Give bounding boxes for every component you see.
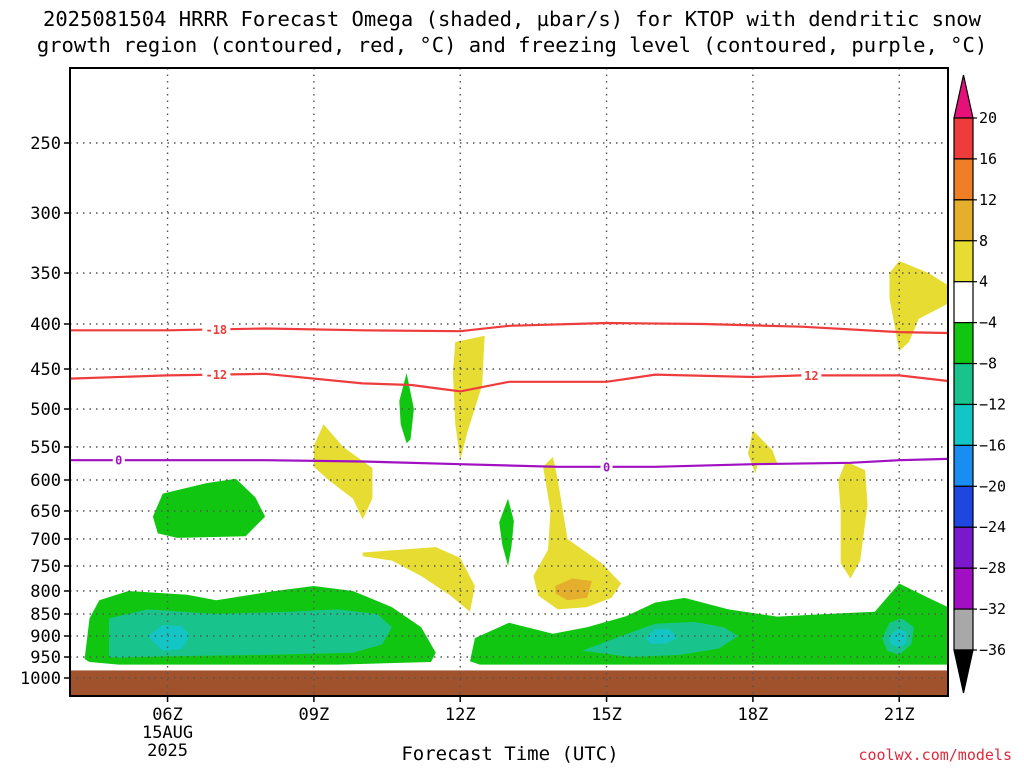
colorbar-swatch bbox=[953, 526, 974, 569]
y-tick-label: 850 bbox=[30, 605, 61, 625]
y-tick-label: 600 bbox=[30, 471, 61, 491]
contour-label: 0 bbox=[115, 454, 122, 468]
omega-cyan-region bbox=[889, 629, 907, 648]
colorbar-label: −4 bbox=[979, 314, 997, 332]
colorbar-label: −16 bbox=[979, 436, 1006, 454]
contour-line bbox=[70, 321, 949, 335]
colorbar-label: 16 bbox=[979, 150, 997, 168]
contour-line bbox=[70, 457, 949, 468]
colorbar-label: −24 bbox=[979, 518, 1006, 536]
contour-label-bg bbox=[600, 459, 613, 474]
omega-yellow-region bbox=[889, 261, 948, 351]
omega-cyan-region bbox=[645, 629, 678, 644]
colorbar-label: −8 bbox=[979, 355, 997, 373]
contour-label: -12 bbox=[205, 368, 227, 382]
y-tick-label: 300 bbox=[30, 204, 61, 224]
x-tick-label: 09Z bbox=[299, 705, 330, 725]
y-tick-label: 800 bbox=[30, 582, 61, 602]
colorbar-bottom-arrow bbox=[953, 649, 974, 694]
contour-label-bg bbox=[202, 367, 231, 382]
colorbar-swatch bbox=[953, 403, 974, 446]
colorbar-swatch bbox=[953, 281, 974, 324]
contour-label: 0 bbox=[603, 460, 610, 474]
omega-yellow-region bbox=[748, 430, 778, 474]
grid-lines bbox=[70, 68, 948, 696]
y-tick-label: 550 bbox=[30, 438, 61, 458]
colorbar-label: 4 bbox=[979, 273, 988, 291]
x-tick-label: 21Z bbox=[884, 705, 915, 725]
y-tick-label: 900 bbox=[30, 627, 61, 647]
colorbar-swatch bbox=[953, 485, 974, 528]
colorbar-label: 8 bbox=[979, 232, 988, 250]
x-tick-label: 06Z bbox=[152, 705, 183, 725]
colorbar-swatch bbox=[953, 444, 974, 487]
omega-green-region bbox=[152, 478, 266, 538]
ground-surface bbox=[70, 670, 948, 696]
contour-label-bg bbox=[801, 368, 822, 383]
omega-yellow-region bbox=[838, 461, 868, 579]
y-tick-label: 700 bbox=[30, 530, 61, 550]
colorbar-swatch bbox=[953, 362, 974, 406]
contour-lines: -18 -12 12 0 0 bbox=[69, 321, 949, 474]
y-tick-label: 650 bbox=[30, 502, 61, 522]
colorbar-label: −36 bbox=[979, 641, 1006, 659]
x-tick-label: 15Z bbox=[591, 705, 622, 725]
plot-frame bbox=[69, 67, 949, 697]
x-date-label: 2025 bbox=[147, 741, 188, 761]
y-tick-label: 350 bbox=[30, 264, 61, 284]
title-line-2: growth region (contoured, red, °C) and f… bbox=[36, 33, 988, 57]
y-tick-label: 250 bbox=[30, 134, 61, 154]
x-axis-label: Forecast Time (UTC) bbox=[401, 743, 619, 765]
colorbar-swatch bbox=[953, 567, 974, 610]
omega-green-region bbox=[470, 583, 948, 665]
chart-title: 2025081504 HRRR Forecast Omega (shaded, … bbox=[0, 6, 1024, 58]
omega-yellow-region bbox=[362, 547, 475, 612]
colorbar-label: −12 bbox=[979, 395, 1006, 413]
omega-green-region bbox=[399, 373, 414, 444]
colorbar-swatch bbox=[953, 158, 974, 201]
colorbar-label: −20 bbox=[979, 477, 1006, 495]
colorbar-label: 20 bbox=[979, 109, 997, 127]
source-credit: coolwx.com/models bbox=[858, 746, 1012, 764]
y-axis: 2503003504004505005506006507007508008509… bbox=[20, 134, 70, 689]
y-tick-label: 750 bbox=[30, 557, 61, 577]
y-tick-label: 950 bbox=[30, 648, 61, 668]
colorbar-swatch bbox=[953, 322, 974, 365]
colorbar-label: −28 bbox=[979, 559, 1006, 577]
y-tick-label: 400 bbox=[30, 315, 61, 335]
omega-yellow-region bbox=[313, 424, 373, 520]
contour-label: -18 bbox=[205, 323, 227, 337]
title-line-1: 2025081504 HRRR Forecast Omega (shaded, … bbox=[43, 7, 981, 31]
y-tick-label: 500 bbox=[30, 400, 61, 420]
omega-cyan-region bbox=[148, 625, 190, 651]
colorbar-label: −32 bbox=[979, 600, 1006, 618]
omega-green-region bbox=[499, 498, 514, 566]
colorbar-top-arrow bbox=[953, 74, 974, 119]
colorbar-swatch bbox=[953, 240, 974, 283]
colorbar-swatch bbox=[953, 117, 974, 160]
colorbar: 20 16 12 8 4 −4 −8 −12 −16 −20 −24 −28 −32 −36 bbox=[953, 74, 1006, 694]
colorbar-swatch bbox=[953, 199, 974, 242]
x-tick-label: 12Z bbox=[445, 705, 476, 725]
y-tick-label: 1000 bbox=[20, 669, 61, 689]
omega-orange-region bbox=[555, 578, 592, 601]
y-tick-label: 450 bbox=[30, 360, 61, 380]
contour-label: 12 bbox=[804, 369, 818, 383]
colorbar-swatch bbox=[953, 608, 974, 651]
omega-yellow-region bbox=[452, 335, 485, 461]
omega-yellow-region bbox=[533, 456, 622, 610]
colorbar-label: 12 bbox=[979, 191, 997, 209]
x-date-label: 15AUG bbox=[142, 723, 193, 743]
x-tick-label: 18Z bbox=[738, 705, 769, 725]
contour-label-bg bbox=[202, 322, 231, 337]
omega-shading bbox=[70, 261, 948, 696]
contour-label-bg bbox=[112, 453, 125, 468]
